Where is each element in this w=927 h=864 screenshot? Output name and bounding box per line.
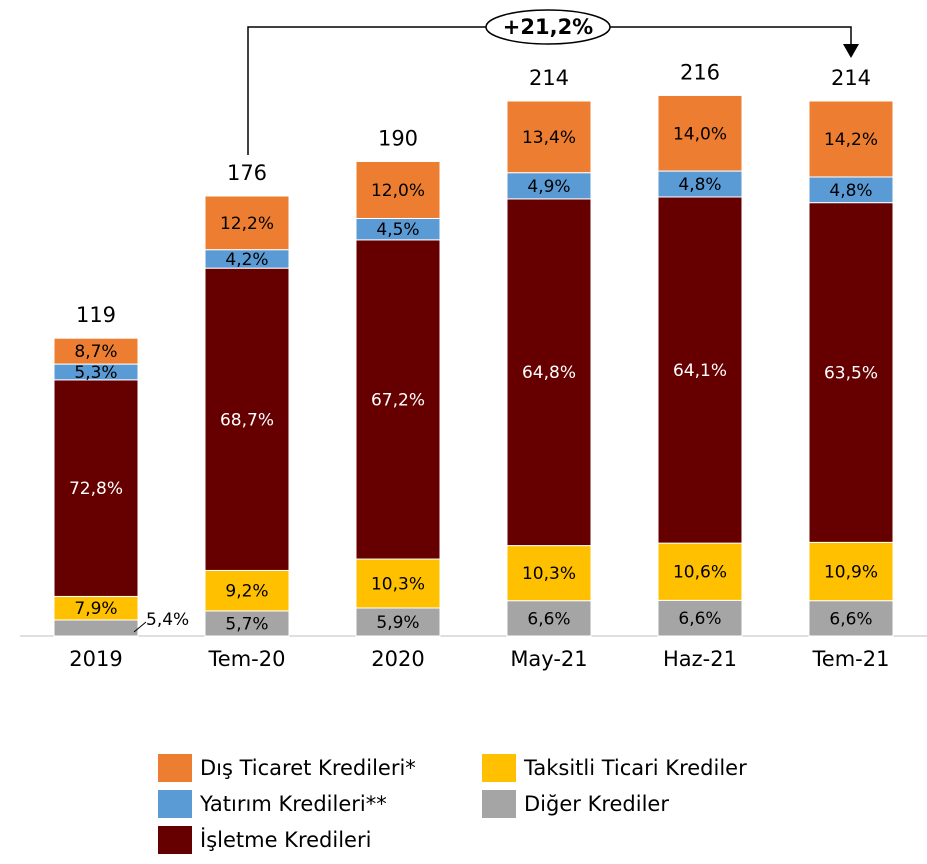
bar-segment [808, 100, 894, 178]
bar-segment [53, 619, 139, 637]
bar-segment [53, 337, 139, 365]
value-label: 7,9% [74, 599, 117, 619]
value-label: 64,8% [522, 363, 576, 383]
bar-segment [657, 196, 743, 544]
bar-segment [204, 267, 290, 571]
bar-segment [808, 600, 894, 637]
legend-swatch [158, 790, 192, 818]
x-tick-label: May-21 [510, 647, 587, 671]
value-label: 5,9% [376, 613, 419, 633]
bar-segment [506, 600, 592, 637]
value-label: 13,4% [522, 128, 576, 148]
value-label: 6,6% [829, 609, 872, 629]
value-label: 14,0% [673, 124, 727, 144]
legend-label: Taksitli Ticari Krediler [523, 756, 747, 780]
value-label: 8,7% [74, 342, 117, 362]
x-tick-label: 2020 [371, 647, 424, 671]
bar-segment [506, 198, 592, 547]
bar-segment [657, 542, 743, 601]
value-label: 12,2% [220, 214, 274, 234]
bar-segment [355, 558, 441, 609]
bar-segment [355, 239, 441, 560]
value-label: 5,7% [225, 614, 268, 634]
total-label: 216 [680, 60, 720, 84]
bar-segment [506, 545, 592, 602]
legend-swatch [482, 790, 516, 818]
value-label: 9,2% [225, 582, 268, 602]
value-label: 64,1% [673, 361, 727, 381]
value-label: 6,6% [527, 609, 570, 629]
value-label: 4,8% [829, 181, 872, 201]
value-label: 10,3% [371, 575, 425, 595]
total-label: 214 [529, 66, 569, 90]
legend-label: Dış Ticaret Kredileri* [200, 756, 416, 780]
total-label: 176 [227, 161, 267, 185]
bar-segment [657, 94, 743, 172]
bar-segment [53, 379, 139, 597]
legend-label: İşletme Kredileri [200, 827, 371, 852]
value-label: 4,9% [527, 177, 570, 197]
x-tick-label: 2019 [69, 647, 122, 671]
legend-swatch [482, 754, 516, 782]
bar-segment [657, 599, 743, 637]
bar-segment [808, 202, 894, 543]
value-label: 12,0% [371, 181, 425, 201]
value-label: 10,3% [522, 564, 576, 584]
value-label: 4,2% [225, 250, 268, 270]
bar-segment [808, 541, 894, 602]
bar-segment [506, 172, 592, 200]
value-label: 67,2% [371, 390, 425, 410]
value-label: 10,9% [824, 563, 878, 583]
value-label: 6,6% [678, 609, 721, 629]
bar-segment [204, 195, 290, 251]
legend-label: Yatırım Kredileri** [199, 792, 387, 816]
growth-label: +21,2% [503, 15, 593, 39]
total-label: 214 [831, 66, 871, 90]
value-label: 10,6% [673, 563, 727, 583]
growth-badge [485, 9, 611, 45]
value-label: 14,2% [824, 130, 878, 150]
bar-segment [506, 100, 592, 174]
value-label: 4,8% [678, 175, 721, 195]
growth-arrowhead [843, 44, 859, 58]
value-label: 4,5% [376, 220, 419, 240]
label-leader [133, 621, 147, 633]
value-label: 5,3% [74, 363, 117, 383]
legend-label: Diğer Krediler [524, 792, 669, 816]
legend-swatch [158, 826, 192, 854]
x-tick-label: Tem-20 [208, 647, 286, 671]
value-label: 72,8% [69, 479, 123, 499]
legend-swatch [158, 754, 192, 782]
bar-segment [657, 170, 743, 198]
total-label: 119 [76, 303, 116, 327]
total-label: 190 [378, 126, 418, 150]
x-tick-label: Tem-21 [812, 647, 890, 671]
value-label: 63,5% [824, 364, 878, 384]
x-tick-label: Haz-21 [663, 647, 737, 671]
bar-segment [808, 176, 894, 204]
value-label: 68,7% [220, 410, 274, 430]
bar-segment [355, 160, 441, 219]
value-label: 5,4% [146, 610, 189, 630]
